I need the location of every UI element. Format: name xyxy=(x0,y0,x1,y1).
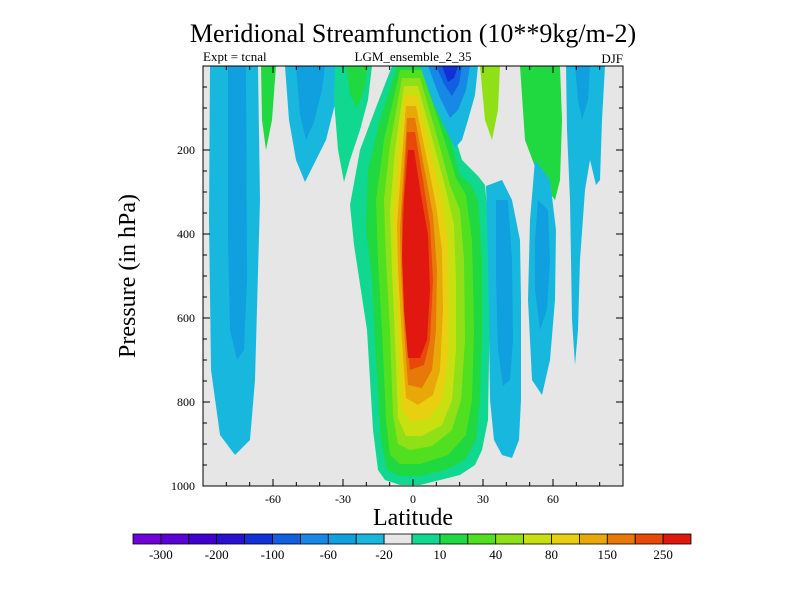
colorbar-swatch xyxy=(216,533,245,545)
chart-title: Meridional Streamfunction (10**9kg/m-2) xyxy=(190,19,636,48)
colorbar-label: -300 xyxy=(149,547,173,562)
colorbar-swatch xyxy=(188,533,218,545)
y-axis-label: Pressure (in hPa) xyxy=(115,194,141,358)
colorbar-label: -60 xyxy=(320,547,337,562)
x-axis-label: Latitude xyxy=(373,505,453,531)
colorbar-label: -20 xyxy=(375,547,392,562)
colorbar-swatch xyxy=(551,533,580,545)
colorbar-swatch xyxy=(355,533,385,545)
colorbar-swatch xyxy=(662,533,692,545)
subtitle-left: Expt = tcnal xyxy=(203,49,267,64)
colorbar-label: 250 xyxy=(653,547,673,562)
y-tick-label: 800 xyxy=(177,395,195,409)
x-tick-label: -60 xyxy=(265,492,281,506)
colorbar-swatch xyxy=(495,533,525,545)
colorbar: -300 -200 -100 -60 -20 10 40 80 150 250 xyxy=(132,533,692,562)
colorbar-swatch xyxy=(160,533,190,545)
nh-upper-band xyxy=(480,66,500,140)
colorbar-label: 40 xyxy=(489,547,502,562)
colorbar-swatch xyxy=(439,533,469,545)
colorbar-swatch xyxy=(327,533,357,545)
colorbar-swatch xyxy=(467,533,497,545)
subtitle-center: LGM_ensemble_2_35 xyxy=(355,49,472,64)
upper-tropical-negative xyxy=(420,66,478,148)
subtitle-right: DJF xyxy=(601,51,623,66)
colorbar-swatch xyxy=(579,533,608,545)
sh-positive-band xyxy=(334,66,372,182)
y-tick-label: 600 xyxy=(177,311,195,325)
nh-positive-band xyxy=(520,66,562,200)
colorbar-label: -200 xyxy=(205,547,229,562)
y-axis: 200 400 600 800 1000 xyxy=(171,86,623,493)
nh-polar-cell xyxy=(566,66,605,365)
colorbar-swatch xyxy=(272,533,301,545)
colorbar-swatch xyxy=(132,533,162,545)
x-tick-label: -30 xyxy=(335,492,351,506)
colorbar-label: 80 xyxy=(545,547,558,562)
nh-ferrel-cell xyxy=(486,160,556,458)
colorbar-swatch xyxy=(383,533,413,545)
colorbar-swatch xyxy=(299,533,329,545)
colorbar-swatch xyxy=(523,533,552,545)
x-tick-label: 30 xyxy=(477,492,489,506)
x-axis: -60 -30 0 30 60 xyxy=(225,66,601,506)
colorbar-swatch xyxy=(411,533,441,545)
nh-hadley-cell xyxy=(350,66,490,485)
sh-cell-left xyxy=(209,66,260,455)
colorbar-swatch xyxy=(606,533,636,545)
colorbar-swatch xyxy=(244,533,273,545)
colorbar-label: 10 xyxy=(433,547,446,562)
y-tick-label: 200 xyxy=(177,143,195,157)
colorbar-label: -100 xyxy=(261,547,285,562)
sh-ferrel-cell xyxy=(285,66,338,182)
colorbar-label: 150 xyxy=(598,547,618,562)
sh-small-positive xyxy=(261,66,276,150)
x-tick-label: 0 xyxy=(410,492,416,506)
colorbar-swatch xyxy=(634,533,664,545)
y-tick-label: 1000 xyxy=(171,479,195,493)
x-tick-label: 60 xyxy=(547,492,559,506)
contour-fields xyxy=(209,66,605,485)
y-tick-label: 400 xyxy=(177,227,195,241)
